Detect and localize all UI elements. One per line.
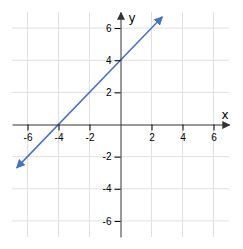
- tick-label: 4: [180, 132, 186, 143]
- tick-label: -2: [86, 132, 95, 143]
- tick-label: 6: [106, 23, 112, 34]
- tick-mark: [115, 60, 121, 61]
- y-axis: -6 -4 -2 2 4 6: [103, 13, 121, 238]
- tick-label: 6: [211, 132, 217, 143]
- tick-label: -4: [55, 132, 64, 143]
- x-axis-tick: 4: [180, 125, 186, 143]
- tick-mark: [183, 125, 184, 131]
- tick-mark: [115, 189, 121, 190]
- grid: [12, 12, 229, 237]
- x-axis-title: x: [221, 108, 228, 122]
- x-axis-tick: -4: [55, 125, 64, 143]
- tick-mark: [90, 125, 91, 131]
- tick-mark: [115, 221, 121, 222]
- plot: -6-4-2246-6-4-2246xy: [12, 11, 230, 238]
- data-line: [17, 17, 163, 168]
- tick-mark: [115, 157, 121, 158]
- data-layer: [17, 17, 163, 168]
- x-axis-tick: -6: [24, 125, 33, 143]
- y-axis-tick: 6: [106, 23, 121, 34]
- tick-mark: [59, 125, 60, 131]
- tick-label: 4: [106, 55, 112, 66]
- y-axis-tick: 4: [106, 55, 121, 66]
- x-axis-tick: -2: [86, 125, 95, 143]
- tick-mark: [115, 92, 121, 93]
- tick-label: -2: [103, 151, 112, 162]
- tick-label: -6: [103, 216, 112, 227]
- y-axis-title: y: [129, 11, 136, 25]
- tick-mark: [115, 28, 121, 29]
- y-axis-tick: -6: [103, 216, 121, 227]
- tick-mark: [28, 125, 29, 131]
- tick-mark: [214, 125, 215, 131]
- y-axis-tick: -2: [103, 151, 121, 162]
- tick-mark: [152, 125, 153, 131]
- x-axis-tick: 6: [211, 125, 217, 143]
- y-axis-line: [121, 13, 122, 238]
- chart: -6-4-2246-6-4-2246xy: [0, 0, 243, 249]
- tick-label: -6: [24, 132, 33, 143]
- tick-label: 2: [106, 87, 112, 98]
- x-axis-tick: 2: [149, 125, 155, 143]
- tick-label: 2: [149, 132, 155, 143]
- y-axis-tick: -4: [103, 183, 121, 194]
- y-axis-tick: 2: [106, 87, 121, 98]
- tick-label: -4: [103, 183, 112, 194]
